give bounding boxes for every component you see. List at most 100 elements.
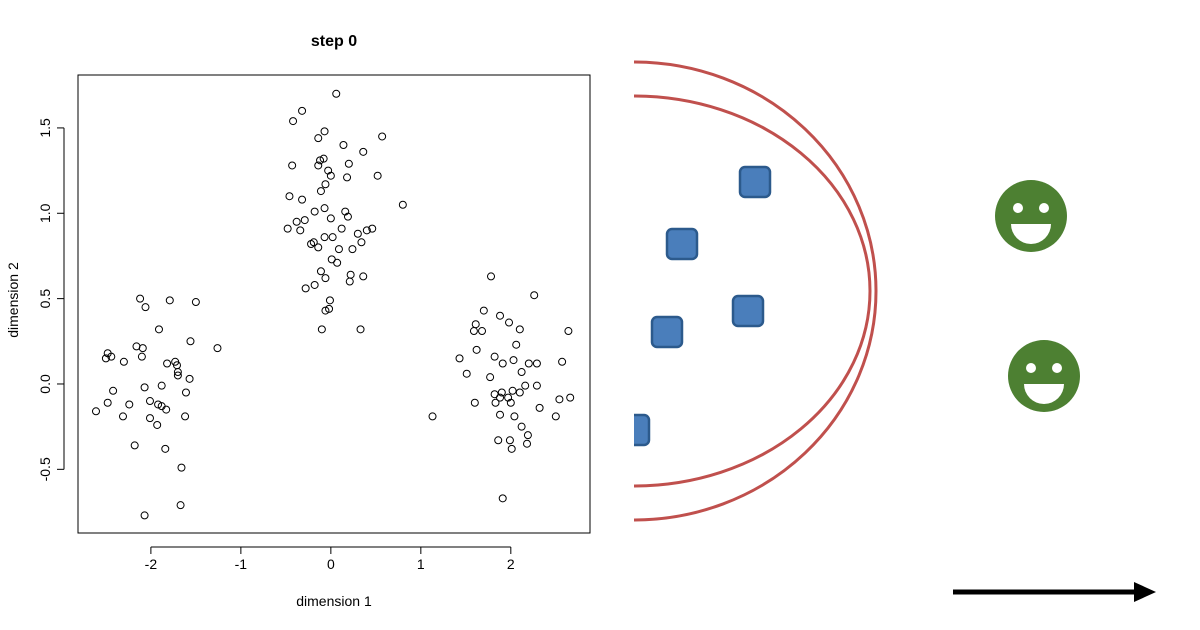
point [486, 373, 495, 382]
point [325, 296, 334, 305]
point [339, 140, 348, 149]
point [494, 436, 503, 445]
point [498, 494, 507, 503]
point [505, 436, 514, 445]
point [326, 214, 335, 223]
point [344, 159, 353, 168]
point [470, 398, 479, 407]
point [498, 359, 507, 368]
square [650, 315, 684, 349]
point [310, 280, 319, 289]
point [496, 311, 505, 320]
point [296, 226, 305, 235]
point [462, 369, 471, 378]
point [91, 407, 100, 416]
point [314, 134, 323, 143]
point [517, 368, 526, 377]
point [346, 270, 355, 279]
x-tick-label: 2 [507, 556, 515, 572]
point [185, 374, 194, 383]
square [738, 165, 772, 199]
point [472, 345, 481, 354]
point [326, 171, 335, 180]
point [136, 294, 145, 303]
point [298, 195, 307, 204]
point [107, 352, 116, 361]
point [508, 386, 517, 395]
chart-title: step 0 [311, 33, 357, 50]
y-tick-label: 1.5 [37, 118, 53, 138]
point [362, 226, 371, 235]
point [181, 412, 190, 421]
point [181, 388, 190, 397]
point [345, 277, 354, 286]
point [103, 398, 112, 407]
point [368, 224, 377, 233]
point [310, 207, 319, 216]
point [213, 344, 222, 353]
point [316, 156, 325, 165]
point [523, 439, 532, 448]
point [566, 393, 575, 402]
point [558, 357, 567, 366]
point [321, 180, 330, 189]
point [512, 340, 521, 349]
point [325, 304, 334, 313]
plot-frame [77, 74, 591, 534]
point [551, 412, 560, 421]
point [357, 238, 366, 247]
outer-circle [634, 60, 878, 522]
point [140, 383, 149, 392]
point [141, 303, 150, 312]
point [333, 258, 342, 267]
point [487, 272, 496, 281]
point [154, 400, 163, 409]
point [491, 398, 500, 407]
y-tick-label: 1.0 [37, 203, 53, 223]
point [320, 127, 329, 136]
point [509, 356, 518, 365]
point [138, 344, 147, 353]
point [145, 397, 154, 406]
point [343, 212, 352, 221]
point [507, 444, 516, 453]
square [731, 294, 765, 328]
point [490, 352, 499, 361]
point [118, 412, 127, 421]
point [496, 393, 505, 402]
point [455, 354, 464, 363]
point [314, 243, 323, 252]
x-tick-label: 1 [417, 556, 425, 572]
point [314, 161, 323, 170]
point [532, 359, 541, 368]
point [161, 444, 170, 453]
square [665, 227, 699, 261]
point [292, 217, 301, 226]
point [321, 274, 330, 283]
point [328, 233, 337, 242]
y-axis-label: dimension 2 [5, 262, 21, 338]
y-tick-label: -0.5 [37, 457, 53, 481]
point [515, 325, 524, 334]
point [478, 327, 487, 336]
point [510, 412, 519, 421]
point [496, 410, 505, 419]
point [317, 325, 326, 334]
point [535, 403, 544, 412]
point [191, 298, 200, 307]
point [165, 296, 174, 305]
point [359, 147, 368, 156]
point [428, 412, 437, 421]
point [137, 352, 146, 361]
point [469, 327, 478, 336]
x-tick-label: -1 [235, 556, 248, 572]
y-tick-label: 0.5 [37, 289, 53, 309]
point [300, 216, 309, 225]
point [532, 381, 541, 390]
point [343, 173, 352, 182]
point [524, 359, 533, 368]
point [298, 106, 307, 115]
x-tick-label: -2 [145, 556, 158, 572]
smiley [995, 180, 1067, 252]
